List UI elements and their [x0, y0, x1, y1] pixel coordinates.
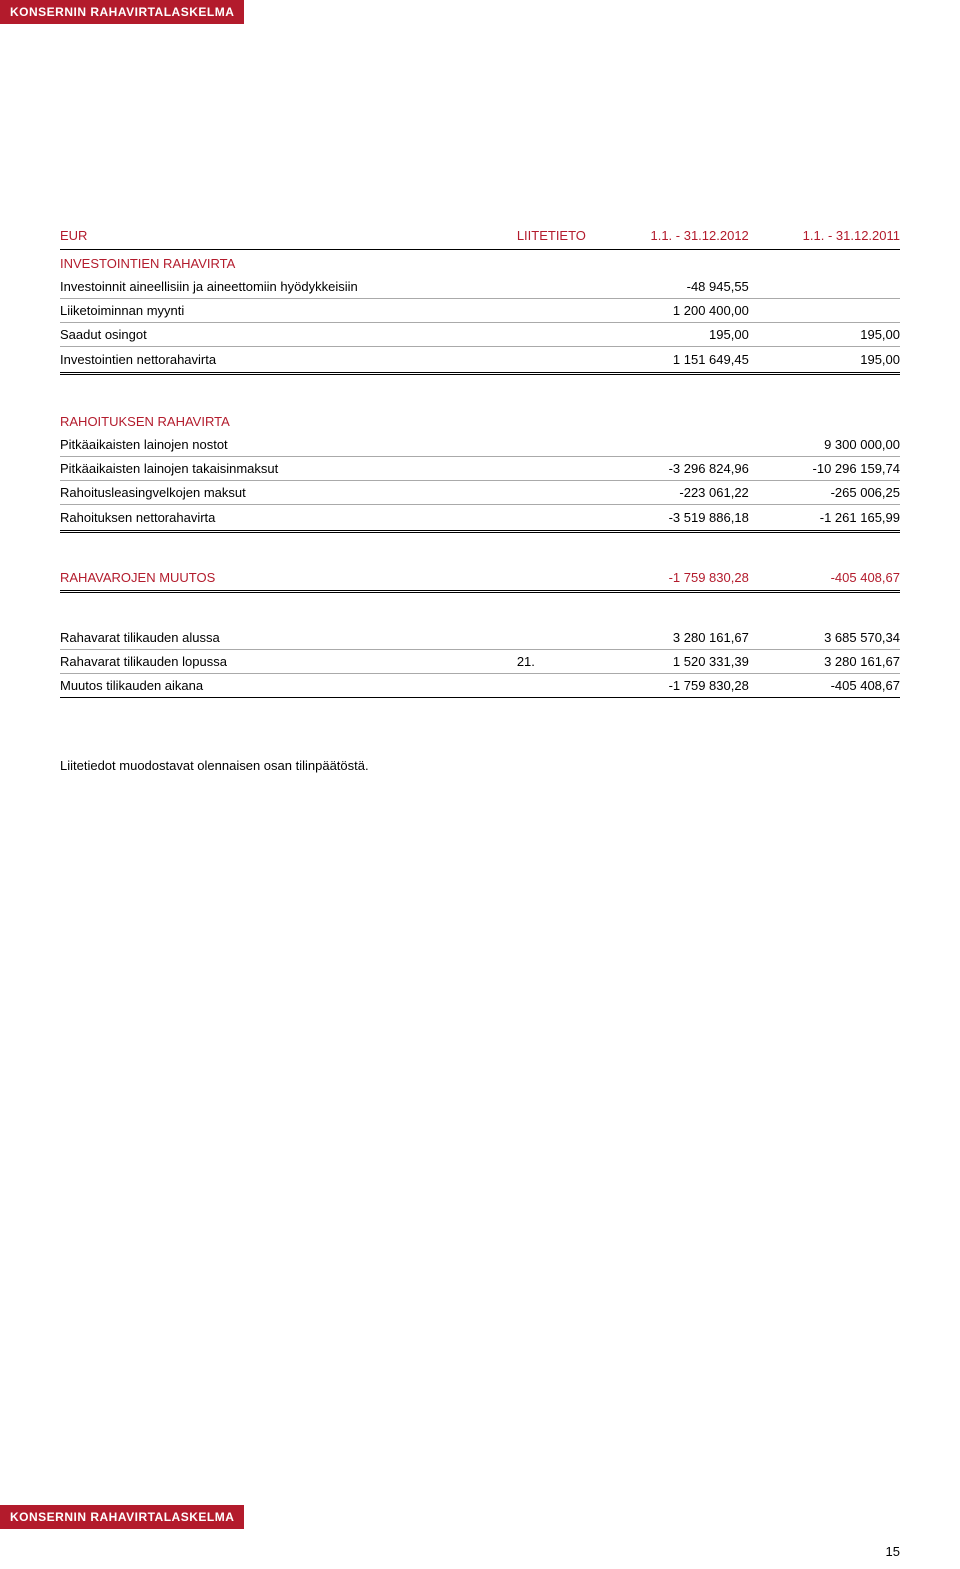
- cashflow-table: EUR LIITETIETO 1.1. - 31.12.2012 1.1. - …: [60, 224, 900, 698]
- header-eur: EUR: [60, 224, 497, 250]
- section-rahoituksen: RAHOITUKSEN RAHAVIRTA: [60, 408, 900, 433]
- rahavarojen-muutos: RAHAVAROJEN MUUTOS -1 759 830,28 -405 40…: [60, 565, 900, 592]
- table-row: Saadut osingot 195,00 195,00: [60, 323, 900, 347]
- table-row: Rahoitusleasingvelkojen maksut -223 061,…: [60, 480, 900, 504]
- header-period-2: 1.1. - 31.12.2011: [749, 224, 900, 250]
- header-note: LIITETIETO: [497, 224, 598, 250]
- table-header-row: EUR LIITETIETO 1.1. - 31.12.2012 1.1. - …: [60, 224, 900, 250]
- footer-tab: KONSERNIN RAHAVIRTALASKELMA: [0, 1505, 244, 1529]
- table-row: Pitkäaikaisten lainojen nostot 9 300 000…: [60, 433, 900, 457]
- table-row: Pitkäaikaisten lainojen takaisinmaksut -…: [60, 456, 900, 480]
- section-investointien: INVESTOINTIEN RAHAVIRTA: [60, 250, 900, 276]
- table-row: Muutos tilikauden aikana -1 759 830,28 -…: [60, 673, 900, 697]
- table-row: Liiketoiminnan myynti 1 200 400,00: [60, 299, 900, 323]
- header-period-1: 1.1. - 31.12.2012: [598, 224, 749, 250]
- page-number: 15: [886, 1544, 900, 1559]
- subtotal-investointien: Investointien nettorahavirta 1 151 649,4…: [60, 347, 900, 374]
- top-tab: KONSERNIN RAHAVIRTALASKELMA: [0, 0, 244, 24]
- table-row: Investoinnit aineellisiin ja aineettomii…: [60, 275, 900, 299]
- footnote: Liitetiedot muodostavat olennaisen osan …: [60, 758, 900, 773]
- subtotal-rahoituksen: Rahoituksen nettorahavirta -3 519 886,18…: [60, 504, 900, 531]
- table-row: Rahavarat tilikauden alussa 3 280 161,67…: [60, 626, 900, 650]
- table-row: Rahavarat tilikauden lopussa 21. 1 520 3…: [60, 649, 900, 673]
